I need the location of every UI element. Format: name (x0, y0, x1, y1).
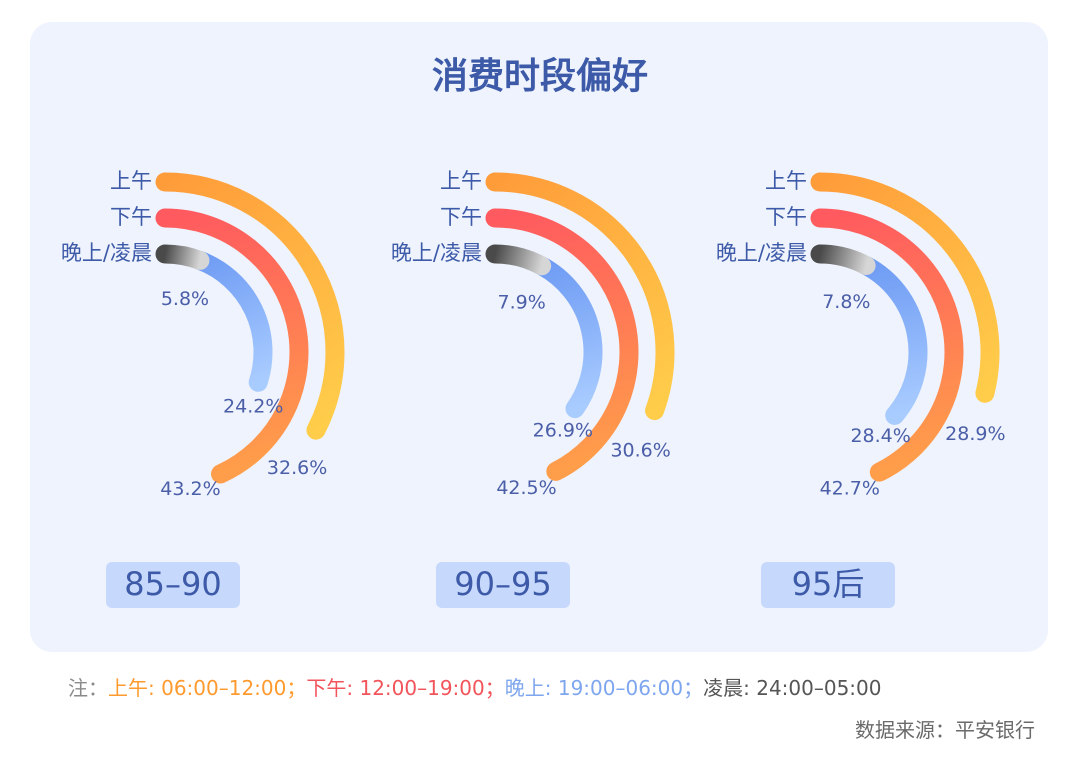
value-label: 24.2% (223, 396, 283, 418)
ring-segment (485, 208, 639, 481)
category-label: 上午 (440, 169, 482, 193)
category-label: 上午 (765, 169, 807, 193)
value-label: 28.9% (945, 423, 1005, 445)
ring-segment (485, 244, 552, 276)
ring-segment (810, 244, 876, 276)
category-label: 下午 (440, 205, 482, 229)
ring-segment (856, 256, 928, 425)
note-part: 下午: 12:00–19:00； (306, 676, 505, 700)
category-label: 下午 (765, 205, 807, 229)
ring-segment (485, 172, 675, 421)
note-part: 注： (68, 676, 108, 700)
category-label: 下午 (110, 205, 152, 229)
ring-segment (190, 250, 273, 392)
note-part: 上午: 06:00–12:00； (108, 676, 307, 700)
value-label: 42.7% (820, 477, 880, 499)
value-label: 32.6% (267, 457, 327, 479)
value-label: 26.9% (533, 419, 593, 441)
chart-title: 消费时段偏好 (432, 56, 648, 97)
ring-segment (532, 256, 603, 419)
ring-segment (810, 172, 1000, 403)
category-label: 晚上/凌晨 (61, 241, 152, 265)
value-label: 42.5% (496, 477, 556, 499)
ring-segment (155, 244, 210, 270)
source: 数据来源：平安银行 (855, 718, 1035, 742)
ring-segment (155, 172, 345, 440)
panel (30, 22, 1048, 652)
note-part: 晚上: 19:00–06:00； (504, 676, 704, 700)
ring-segment (810, 208, 964, 482)
value-label: 28.4% (850, 425, 910, 447)
category-label: 晚上/凌晨 (391, 241, 482, 265)
group-label: 95后 (792, 565, 865, 603)
category-label: 上午 (110, 169, 152, 193)
note: 注：上午: 06:00–12:00；下午: 12:00–19:00；晚上: 19… (68, 672, 882, 701)
value-label: 30.6% (610, 439, 670, 461)
group-label: 85–90 (124, 565, 221, 603)
value-label: 5.8% (161, 288, 209, 310)
category-label: 晚上/凌晨 (716, 241, 807, 265)
value-label: 7.9% (498, 291, 546, 313)
value-label: 7.8% (822, 291, 870, 313)
value-label: 43.2% (160, 478, 220, 500)
group-box (106, 562, 240, 608)
chart: 消费时段偏好 上午 32.6% 下午 43.2% 晚上/凌晨 5.8% 24.2% 85–90… (30, 22, 1048, 652)
group-label: 90–95 (454, 565, 551, 603)
ring-segment (155, 208, 309, 484)
group-box (436, 562, 570, 608)
note-part: 凌晨: 24:00–05:00 (703, 676, 882, 700)
group-box (761, 562, 895, 608)
